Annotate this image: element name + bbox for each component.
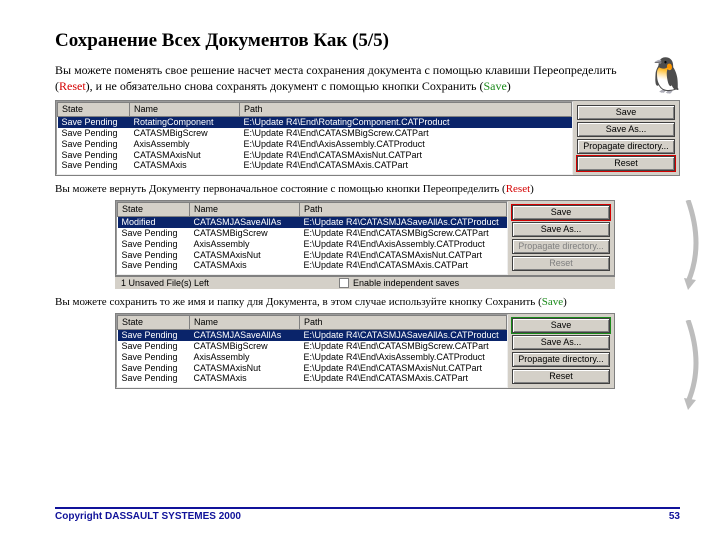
save-dialog-3: State Name Path Save PendingCATASMJASave… (115, 313, 615, 388)
save-word: Save (483, 79, 506, 93)
unsaved-label: 1 Unsaved File(s) Left (121, 278, 209, 288)
page-number: 53 (669, 511, 680, 522)
save-dialog-1: State Name Path Save PendingRotatingComp… (55, 100, 680, 175)
saveas-button[interactable]: Save As... (512, 222, 610, 237)
arrow-icon (684, 320, 706, 410)
table-row[interactable]: Save PendingCATASMAxisE:\Update R4\End\C… (58, 160, 572, 171)
propagate-button[interactable]: Propagate directory... (577, 139, 675, 154)
col-path[interactable]: Path (240, 103, 572, 117)
file-table: State Name Path ModifiedCATASMJASaveAllA… (117, 202, 507, 271)
save-button[interactable]: Save (512, 318, 610, 333)
table-row[interactable]: Save PendingCATASMBigScrewE:\Update R4\E… (118, 341, 507, 352)
table-row[interactable]: ModifiedCATASMJASaveAllAsE:\Update R4\CA… (118, 217, 507, 228)
table-row[interactable]: Save PendingCATASMBigScrewE:\Update R4\E… (118, 228, 507, 239)
save-dialog-2: State Name Path ModifiedCATASMJASaveAllA… (115, 200, 615, 275)
enable-indep-saves[interactable]: Enable independent saves (339, 278, 459, 288)
intro-text: Вы можете поменять свое решение насчет м… (55, 62, 680, 94)
table-row[interactable]: Save PendingAxisAssemblyE:\Update R4\End… (118, 239, 507, 250)
table-row[interactable]: Save PendingCATASMAxisNutE:\Update R4\En… (58, 150, 572, 161)
table-row[interactable]: Save PendingCATASMJASaveAllAsE:\Update R… (118, 330, 507, 341)
footer: Copyright DASSAULT SYSTEMES 2000 53 (55, 507, 680, 522)
table-row[interactable]: Save PendingCATASMAxisNutE:\Update R4\En… (118, 250, 507, 261)
reset-button[interactable]: Reset (512, 369, 610, 384)
save-button[interactable]: Save (577, 105, 675, 120)
table-row[interactable]: Save PendingAxisAssemblyE:\Update R4\End… (58, 139, 572, 150)
col-path[interactable]: Path (300, 203, 507, 217)
save-button[interactable]: Save (512, 205, 610, 220)
col-name[interactable]: Name (190, 203, 300, 217)
reset-word: Reset (59, 79, 86, 93)
copyright: Copyright DASSAULT SYSTEMES 2000 (55, 511, 241, 522)
col-state[interactable]: State (58, 103, 130, 117)
saveas-button[interactable]: Save As... (512, 335, 610, 350)
checkbox-icon[interactable] (339, 278, 349, 288)
caption-3: Вы можете сохранить то же имя и папку дл… (55, 295, 680, 310)
col-path[interactable]: Path (300, 316, 507, 330)
file-table: State Name Path Save PendingCATASMJASave… (117, 315, 507, 384)
arrow-icon (684, 200, 706, 290)
status-bar: 1 Unsaved File(s) Left Enable independen… (115, 276, 615, 289)
table-row[interactable]: Save PendingAxisAssemblyE:\Update R4\End… (118, 352, 507, 363)
mascot-icon: 🐧 (644, 56, 690, 102)
col-name[interactable]: Name (190, 316, 300, 330)
reset-button[interactable]: Reset (577, 156, 675, 171)
reset-button: Reset (512, 256, 610, 271)
table-row[interactable]: Save PendingRotatingComponentE:\Update R… (58, 117, 572, 128)
file-table: State Name Path Save PendingRotatingComp… (57, 102, 572, 171)
table-row[interactable]: Save PendingCATASMBigScrewE:\Update R4\E… (58, 128, 572, 139)
page-title: Сохранение Всех Документов Как (5/5) (55, 30, 680, 52)
propagate-button: Propagate directory... (512, 239, 610, 254)
col-name[interactable]: Name (130, 103, 240, 117)
col-state[interactable]: State (118, 316, 190, 330)
table-row[interactable]: Save PendingCATASMAxisE:\Update R4\End\C… (118, 260, 507, 271)
caption-2: Вы можете вернуть Документу первоначальн… (55, 182, 680, 197)
propagate-button[interactable]: Propagate directory... (512, 352, 610, 367)
saveas-button[interactable]: Save As... (577, 122, 675, 137)
col-state[interactable]: State (118, 203, 190, 217)
table-row[interactable]: Save PendingCATASMAxisE:\Update R4\End\C… (118, 373, 507, 384)
table-row[interactable]: Save PendingCATASMAxisNutE:\Update R4\En… (118, 363, 507, 374)
